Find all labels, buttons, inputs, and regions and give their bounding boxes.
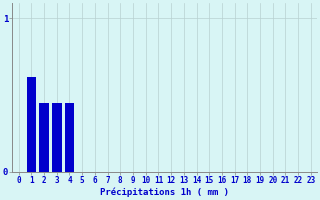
Bar — [39, 103, 49, 172]
Bar — [65, 103, 74, 172]
X-axis label: Précipitations 1h ( mm ): Précipitations 1h ( mm ) — [100, 188, 229, 197]
Bar — [27, 77, 36, 172]
Bar — [52, 103, 61, 172]
